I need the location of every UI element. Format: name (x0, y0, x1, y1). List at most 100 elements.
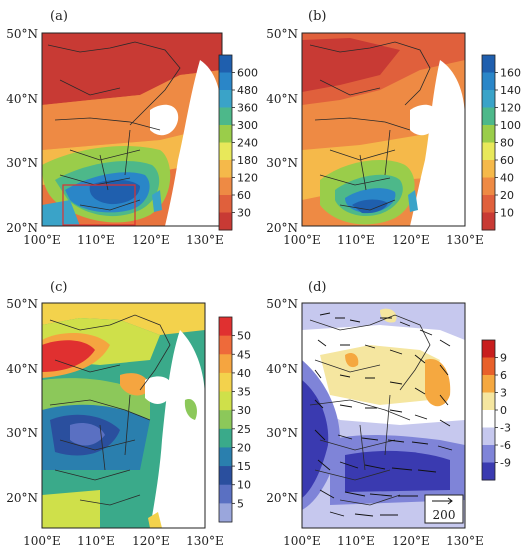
colorbar-tick-label: 20 (500, 189, 514, 202)
colorbar-segment (219, 503, 232, 523)
colorbar-tick-label: 180 (237, 154, 258, 167)
panel-b-label: (b) (308, 9, 326, 24)
colorbar-tick-label: 6 (500, 369, 507, 382)
wind-vectors (314, 312, 453, 517)
colorbar-segment (219, 55, 232, 73)
colorbar-tick-label: 140 (500, 84, 521, 97)
lat-tick: 40°N (266, 92, 298, 106)
colorbar-segment (219, 484, 232, 504)
colorbar-tick-label: 9 (500, 352, 507, 365)
colorbar-segment (219, 107, 232, 126)
colorbar-tick-label: 5 (237, 497, 244, 510)
lat-tick: 20°N (266, 221, 298, 235)
colorbar-segment (482, 55, 495, 73)
colorbar-segment (482, 212, 495, 231)
lon-tick: 130°E (186, 233, 224, 247)
lon-tick: 120°E (132, 233, 170, 247)
colorbar-tick-label: 480 (237, 84, 258, 97)
panel-b-map (302, 33, 465, 226)
lon-tick: 130°E (446, 534, 484, 548)
colorbar-tick-label: 45 (237, 348, 251, 361)
lon-tick: 110°E (337, 233, 375, 247)
colorbar-segment (482, 357, 495, 376)
colorbar-segment (482, 445, 495, 463)
colorbar-panel-a: 600 480 360 300 240 180 120 60 30 (218, 54, 258, 231)
lon-tick: 100°E (23, 534, 61, 548)
panel-c-frame (41, 302, 206, 529)
lat-tick: 20°N (6, 221, 38, 235)
colorbar-tick-label: -6 (500, 439, 511, 452)
colorbar-tick-label: 300 (237, 119, 258, 132)
lat-tick: 40°N (6, 362, 38, 376)
colorbar-segment (219, 177, 232, 196)
colorbar-segment (482, 195, 495, 213)
lon-tick: 120°E (392, 233, 430, 247)
study-region-box (62, 184, 136, 226)
colorbar-segment (219, 125, 232, 143)
colorbar-segment (219, 90, 232, 108)
panel-b: (b) (301, 9, 466, 227)
colorbar-segment (482, 72, 495, 91)
lon-tick: 120°E (132, 534, 170, 548)
colorbar-segment (482, 142, 495, 161)
lat-tick: 20°N (6, 491, 38, 505)
colorbar-segment (482, 125, 495, 143)
panel-c-borders (49, 314, 171, 506)
colorbars: 6004803603002401801206030160140120100806… (218, 54, 521, 523)
colorbar-segment (219, 212, 232, 231)
lat-tick: 30°N (266, 426, 298, 440)
colorbar-segment (219, 142, 232, 161)
colorbar-segment (219, 195, 232, 213)
colorbar-tick-label: 0 (500, 404, 507, 417)
colorbar-segment (482, 375, 495, 393)
colorbar-segment (219, 372, 232, 393)
vector-reference-arrow (432, 497, 453, 505)
lat-tick: 40°N (6, 92, 38, 106)
colorbar-tick-label: 20 (237, 441, 251, 454)
colorbar-tick-label: 60 (500, 154, 514, 167)
panel-d-map: 200 (302, 303, 465, 528)
panel-c-map (42, 303, 205, 528)
colorbar-segment (482, 90, 495, 108)
panel-d-frame (301, 302, 466, 529)
panel-a-map (42, 33, 222, 226)
vector-reference-box (424, 494, 464, 524)
colorbar-tick-label: 160 (500, 67, 521, 80)
lat-tick: 20°N (266, 491, 298, 505)
colorbar-segment (219, 466, 232, 486)
lon-tick: 110°E (77, 534, 115, 548)
colorbar-segment (482, 392, 495, 411)
lat-tick: 50°N (266, 27, 298, 41)
axis-ticks: 50°N 40°N 30°N 20°N 50°N 40°N 30°N 20°N … (6, 27, 484, 548)
colorbar-panel-b: 160 140 120 100 80 60 40 20 10 (481, 54, 521, 231)
colorbar-tick-label: -9 (500, 457, 511, 470)
colorbar-segment (482, 427, 495, 446)
lat-tick: 30°N (6, 156, 38, 170)
colorbar-tick-label: 40 (500, 172, 514, 185)
colorbar-segment (482, 160, 495, 178)
lat-tick: 30°N (6, 426, 38, 440)
colorbar-panel-c: 50 45 40 35 30 25 20 15 10 5 (218, 316, 251, 523)
colorbar-tick-label: 50 (237, 330, 251, 343)
colorbar-segment (219, 410, 232, 430)
colorbar-tick-label: 100 (500, 119, 521, 132)
lon-tick: 130°E (186, 534, 224, 548)
colorbar-tick-label: 35 (237, 386, 251, 399)
lon-tick: 110°E (77, 233, 115, 247)
panel-a: (a) (41, 9, 223, 227)
panel-c-label: (c) (50, 280, 67, 295)
colorbar-tick-label: 60 (237, 189, 251, 202)
lat-tick: 50°N (6, 297, 38, 311)
colorbar-tick-label: 120 (237, 172, 258, 185)
panel-d-label: (d) (308, 280, 326, 295)
vector-reference-label: 200 (433, 508, 456, 522)
colorbar-segment (219, 72, 232, 91)
lat-tick: 40°N (266, 362, 298, 376)
colorbar-tick-label: 10 (237, 479, 251, 492)
colorbar-segment (219, 447, 232, 467)
colorbar-segment (219, 428, 232, 448)
lon-tick: 130°E (446, 233, 484, 247)
colorbar-tick-label: 25 (237, 423, 251, 436)
colorbar-panel-d: 9 6 3 0 -3 -6 -9 (481, 339, 511, 481)
